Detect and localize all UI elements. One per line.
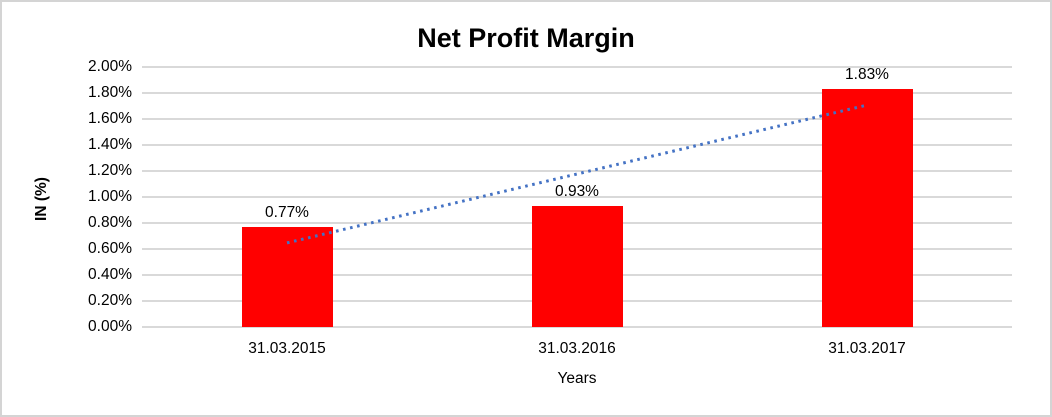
- chart-title: Net Profit Margin: [417, 23, 635, 53]
- y-tick-label: 0.40%: [88, 266, 132, 283]
- category-label: 31.03.2016: [538, 340, 616, 357]
- y-tick-label: 1.60%: [88, 110, 132, 127]
- gridline: [142, 66, 1012, 68]
- category-label: 31.03.2015: [248, 340, 326, 357]
- y-tick-label: 0.60%: [88, 240, 132, 257]
- bar: [821, 89, 913, 327]
- y-tick-label: 0.80%: [88, 214, 132, 231]
- y-tick-label: 0.00%: [88, 318, 132, 335]
- data-label: 1.83%: [845, 66, 889, 84]
- y-tick-label: 2.00%: [88, 58, 132, 75]
- category-label: 31.03.2017: [828, 340, 906, 357]
- y-tick-label: 1.80%: [88, 84, 132, 101]
- x-axis-title: Years: [557, 370, 597, 387]
- plot-area: 0.00% 0.20% 0.40% 0.60% 0.80% 1.00% 1.20% 1.40%…: [88, 58, 1012, 357]
- bar: [531, 206, 623, 327]
- data-label: 0.77%: [265, 203, 309, 221]
- y-tick-label: 1.00%: [88, 188, 132, 205]
- bar: [241, 226, 333, 327]
- data-label: 0.93%: [555, 183, 599, 201]
- y-tick-label: 1.20%: [88, 162, 132, 179]
- y-tick-label: 0.20%: [88, 292, 132, 309]
- y-tick-label: 1.40%: [88, 136, 132, 153]
- gridline: [142, 92, 1012, 94]
- gridline: [142, 326, 1012, 328]
